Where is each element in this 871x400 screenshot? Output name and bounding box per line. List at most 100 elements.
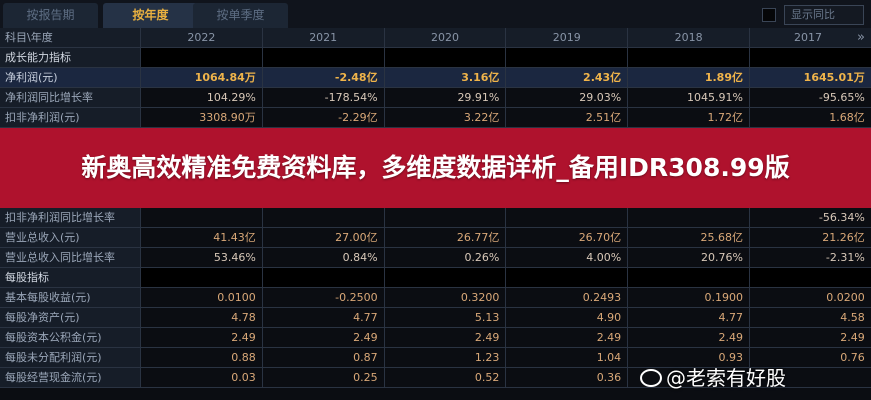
value-cell (261, 48, 384, 67)
value-cell: 1.04 (505, 348, 627, 367)
value-cell: 1.23 (383, 348, 506, 367)
table-row: 扣非净利润(元) 3308.90万 -2.29亿 3.22亿 2.51亿 1.72亿 1.6… (0, 108, 871, 128)
watermark: @老索有好股 (640, 367, 786, 389)
value-cell (748, 48, 871, 67)
financial-table: 科目\年度 2022 2021 2020 2019 2018 2017 成长能力… (0, 28, 871, 388)
value-cell: 0.25 (261, 368, 384, 387)
table-row: 每股经营现金流(元) 0.03 0.25 0.52 0.36 (0, 368, 871, 388)
value-cell (383, 268, 506, 287)
value-cell: 0.93 (627, 348, 749, 367)
value-cell: 0.1900 (627, 288, 749, 307)
year-header[interactable]: 2017 (748, 28, 871, 47)
value-cell: 4.58 (748, 308, 871, 327)
value-cell: -95.65% (748, 88, 871, 107)
tab-by-report-period[interactable]: 按报告期 (3, 3, 98, 28)
tab-by-quarter[interactable]: 按单季度 (193, 3, 288, 28)
value-cell: 2.49 (383, 328, 506, 347)
value-cell: 29.91% (383, 88, 506, 107)
value-cell (627, 208, 749, 227)
value-cell: 21.26亿 (748, 228, 871, 247)
value-cell: 2.49 (627, 328, 749, 347)
value-cell: -2.31% (748, 248, 871, 267)
watermark-text: @老索有好股 (666, 366, 786, 390)
value-cell: 4.90 (505, 308, 627, 327)
value-cell: 0.3200 (383, 288, 506, 307)
value-cell: 41.43亿 (140, 228, 262, 247)
value-cell: -0.2500 (261, 288, 384, 307)
table-row: 每股净资产(元) 4.78 4.77 5.13 4.90 4.77 4.58 (0, 308, 871, 328)
title-banner: 新奥高效精准免费资料库，多维度数据详析_备用IDR308.99版 (0, 128, 871, 208)
row-label: 每股资本公积金(元) (0, 328, 140, 347)
next-columns-icon[interactable]: » (857, 30, 865, 45)
value-cell: 0.88 (140, 348, 262, 367)
row-label: 基本每股收益(元) (0, 288, 140, 307)
value-cell: 0.76 (748, 348, 871, 367)
value-cell: 25.68亿 (627, 228, 749, 247)
value-cell: 4.77 (261, 308, 384, 327)
value-cell: 1064.84万 (140, 68, 262, 87)
table-row: 成长能力指标 (0, 48, 871, 68)
value-cell: -2.48亿 (261, 68, 384, 87)
value-cell (505, 208, 627, 227)
value-cell: 26.77亿 (383, 228, 506, 247)
table-row: 营业总收入同比增长率 53.46% 0.84% 0.26% 4.00% 20.76% -2.… (0, 248, 871, 268)
compare-checkbox[interactable] (762, 8, 776, 22)
value-cell: 0.36 (505, 368, 627, 387)
value-cell: 2.49 (505, 328, 627, 347)
value-cell: 4.78 (140, 308, 262, 327)
value-cell: 2.49 (261, 328, 384, 347)
value-cell (748, 268, 871, 287)
row-label: 净利润(元) (0, 68, 140, 87)
value-cell: 27.00亿 (261, 228, 384, 247)
value-cell: 104.29% (140, 88, 262, 107)
tab-by-year[interactable]: 按年度 (103, 3, 198, 28)
value-cell: -2.29亿 (261, 108, 384, 127)
value-cell: 4.00% (505, 248, 627, 267)
value-cell (627, 368, 749, 387)
year-header[interactable]: 2019 (505, 28, 628, 47)
row-label: 营业总收入(元) (0, 228, 140, 247)
value-cell: 1.72亿 (627, 108, 749, 127)
value-cell: 20.76% (627, 248, 749, 267)
value-cell: 5.13 (383, 308, 506, 327)
value-cell: 3.22亿 (383, 108, 506, 127)
value-cell (505, 48, 628, 67)
value-cell: 0.26% (383, 248, 506, 267)
value-cell (383, 48, 506, 67)
table-row: 每股未分配利润(元) 0.88 0.87 1.23 1.04 0.93 0.76 (0, 348, 871, 368)
value-cell: 2.51亿 (505, 108, 627, 127)
value-cell (140, 268, 262, 287)
table-row: 每股资本公积金(元) 2.49 2.49 2.49 2.49 2.49 2.49 (0, 328, 871, 348)
tab-bar: 按报告期 按年度 按单季度 显示同比 (0, 0, 871, 28)
value-cell: 53.46% (140, 248, 262, 267)
row-label: 成长能力指标 (0, 48, 140, 67)
value-cell: 1045.91% (627, 88, 749, 107)
row-label: 扣非净利润(元) (0, 108, 140, 127)
year-header[interactable]: 2022 (140, 28, 262, 47)
value-cell (261, 268, 384, 287)
row-label: 每股指标 (0, 268, 140, 287)
table-header: 科目\年度 2022 2021 2020 2019 2018 2017 (0, 28, 871, 48)
table-row: 净利润同比增长率 104.29% -178.54% 29.91% 29.03% 1045.… (0, 88, 871, 108)
value-cell: 0.84% (261, 248, 384, 267)
value-cell (627, 268, 749, 287)
table-row: 每股指标 (0, 268, 871, 288)
value-cell: 0.03 (140, 368, 262, 387)
value-cell: 0.2493 (505, 288, 627, 307)
value-cell: 2.49 (140, 328, 262, 347)
value-cell (140, 48, 262, 67)
row-label: 营业总收入同比增长率 (0, 248, 140, 267)
value-cell: 2.49 (748, 328, 871, 347)
year-header[interactable]: 2021 (261, 28, 384, 47)
year-header[interactable]: 2018 (627, 28, 749, 47)
show-yoy-button[interactable]: 显示同比 (784, 5, 864, 25)
value-cell: 0.87 (261, 348, 384, 367)
year-header[interactable]: 2020 (383, 28, 506, 47)
value-cell (505, 268, 628, 287)
row-label: 每股经营现金流(元) (0, 368, 140, 387)
banner-text: 新奥高效精准免费资料库，多维度数据详析_备用IDR308.99版 (81, 153, 790, 182)
row-label: 每股净资产(元) (0, 308, 140, 327)
value-cell: 26.70亿 (505, 228, 627, 247)
row-label: 每股未分配利润(元) (0, 348, 140, 367)
row-label: 扣非净利润同比增长率 (0, 208, 140, 227)
